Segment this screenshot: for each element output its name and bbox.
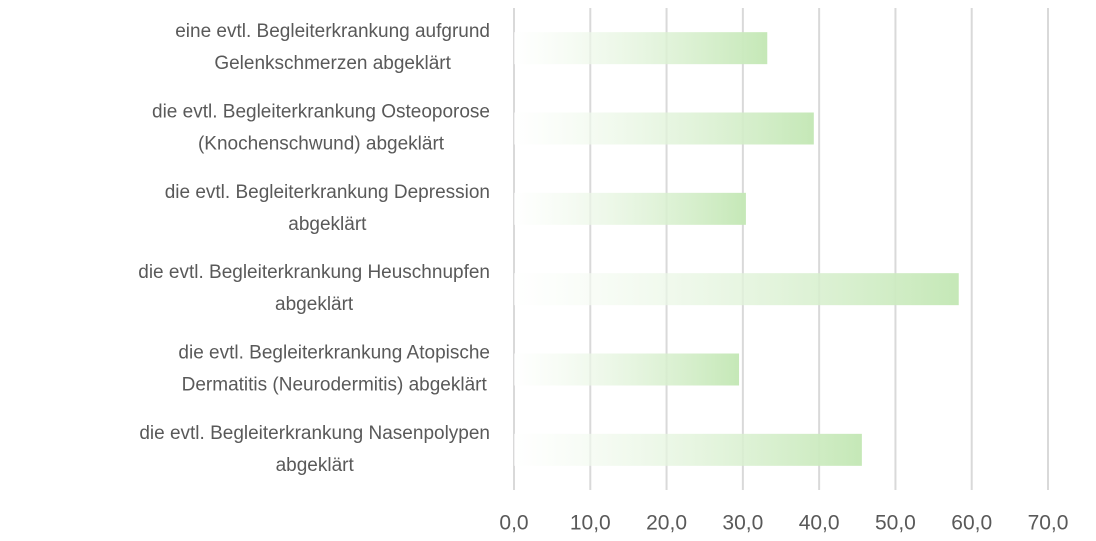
x-tick-label: 20,0 (646, 512, 687, 535)
bar (514, 273, 959, 306)
y-tick-label: die evtl. Begleiterkrankung Atopische (178, 343, 490, 364)
y-tick-label: die evtl. Begleiterkrankung Nasenpolypen (139, 423, 490, 444)
x-tick-label: 50,0 (875, 512, 916, 535)
y-tick-label: die evtl. Begleiterkrankung Depression (165, 182, 490, 203)
x-tick-label: 30,0 (722, 512, 763, 535)
y-tick-label: eine evtl. Begleiterkrankung aufgrund (175, 21, 490, 42)
y-tick-label: abgeklärt (276, 455, 355, 476)
y-tick-label: die evtl. Begleiterkrankung Heuschnupfen (138, 262, 490, 283)
bar (514, 192, 746, 225)
bar (514, 433, 862, 466)
y-tick-label: (Knochenschwund) abgeklärt (198, 134, 445, 155)
x-tick-label: 70,0 (1028, 512, 1069, 535)
bar (514, 112, 814, 145)
y-tick-label: abgeklärt (275, 294, 354, 315)
x-tick-label: 10,0 (570, 512, 611, 535)
x-tick-label: 40,0 (799, 512, 840, 535)
bar (514, 353, 740, 386)
x-tick-label: 60,0 (951, 512, 992, 535)
y-tick-label: Gelenkschmerzen abgeklärt (214, 53, 451, 74)
y-tick-label: abgeklärt (288, 214, 367, 235)
y-tick-label: die evtl. Begleiterkrankung Osteoporose (152, 102, 490, 123)
x-tick-label: 0,0 (499, 512, 528, 535)
bar (514, 32, 768, 65)
y-tick-label: Dermatitis (Neurodermitis) abgeklärt (182, 375, 488, 396)
